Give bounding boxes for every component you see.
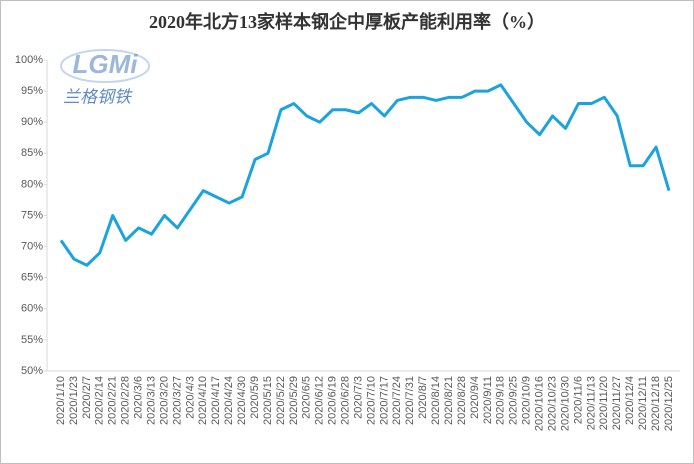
x-tick-label: 2020/4/24: [223, 376, 235, 425]
x-tick-label: 2020/9/4: [469, 376, 481, 419]
y-tick-label: 60%: [21, 303, 43, 315]
x-tick-label: 2020/2/7: [81, 376, 93, 419]
x-tick-label: 2020/3/13: [145, 376, 157, 425]
x-tick-label: 2020/4/17: [210, 376, 222, 425]
x-tick-label: 2020/8/14: [430, 376, 442, 425]
x-tick-label: 2020/1/10: [55, 376, 67, 425]
x-tick-label: 2020/5/9: [249, 376, 261, 419]
data-line: [59, 83, 671, 267]
x-tick-label: 2020/5/15: [262, 376, 274, 425]
y-tick-label: 55%: [21, 334, 43, 346]
x-tick-label: 2020/12/25: [663, 376, 675, 431]
x-tick-label: 2020/12/11: [637, 376, 649, 430]
logo-subtitle: 兰格钢铁: [63, 88, 133, 108]
y-tick-label: 95%: [21, 85, 43, 97]
y-tick-label: 65%: [21, 272, 43, 284]
y-tick-label: 50%: [21, 365, 43, 377]
x-tick-label: 2020/8/7: [417, 376, 429, 419]
x-tick-label: 2020/3/20: [158, 376, 170, 425]
x-tick-label: 2020/7/24: [391, 376, 403, 425]
x-tick-label: 2020/12/18: [650, 376, 662, 431]
x-tick-label: 2020/6/5: [301, 376, 313, 419]
x-tick-label: 2020/11/6: [572, 376, 584, 424]
x-tick-label: 2020/6/12: [314, 376, 326, 425]
x-tick-label: 2020/11/20: [598, 376, 610, 430]
x-tick-label: 2020/6/19: [327, 376, 339, 425]
x-tick-label: 2020/11/13: [585, 376, 597, 430]
y-tick-label: 85%: [21, 147, 43, 159]
x-tick-label: 2020/9/11: [482, 376, 494, 424]
x-tick-label: 2020/3/6: [133, 376, 145, 419]
x-tick-label: 2020/7/31: [404, 376, 416, 425]
x-tick-label: 2020/2/21: [107, 376, 119, 425]
x-tick-label: 2020/1/23: [68, 376, 80, 425]
y-tick-label: 75%: [21, 209, 43, 221]
x-tick-label: 2020/10/23: [546, 376, 558, 431]
y-tick-label: 90%: [21, 116, 43, 128]
y-tick-label: 80%: [21, 178, 43, 190]
x-tick-label: 2020/4/30: [236, 376, 248, 425]
x-tick-label: 2020/11/27: [611, 376, 623, 430]
x-tick-label: 2020/3/27: [171, 376, 183, 425]
chart-title: 2020年北方13家样本钢企中厚板产能利用率（%）: [149, 11, 545, 32]
x-tick-label: 2020/7/17: [378, 376, 390, 425]
x-tick-label: 2020/10/16: [534, 376, 546, 431]
x-tick-label: 2020/4/3: [184, 376, 196, 419]
x-tick-label: 2020/5/22: [275, 376, 287, 425]
x-tick-label: 2020/2/28: [120, 376, 132, 425]
y-tick-label: 70%: [21, 241, 43, 253]
x-tick-label: 2020/8/21: [443, 376, 455, 425]
x-tick-label: 2020/4/10: [197, 376, 209, 425]
y-tick-label: 100%: [15, 54, 43, 66]
logo: LGMi: [73, 49, 139, 79]
x-tick-label: 2020/2/14: [94, 376, 106, 425]
x-tick-label: 2020/6/28: [340, 376, 352, 425]
x-tick-label: 2020/5/29: [288, 376, 300, 425]
x-tick-label: 2020/12/4: [624, 376, 636, 425]
logo-ring: [60, 49, 150, 83]
x-tick-label: 2020/9/18: [495, 376, 507, 425]
x-tick-label: 2020/10/9: [521, 376, 533, 425]
x-tick-label: 2020/9/25: [508, 376, 520, 425]
x-tick-label: 2020/7/10: [365, 376, 377, 425]
x-tick-label: 2020/8/28: [456, 376, 468, 425]
x-tick-label: 2020/10/30: [559, 376, 571, 431]
x-tick-label: 2020/7/3: [352, 376, 364, 419]
